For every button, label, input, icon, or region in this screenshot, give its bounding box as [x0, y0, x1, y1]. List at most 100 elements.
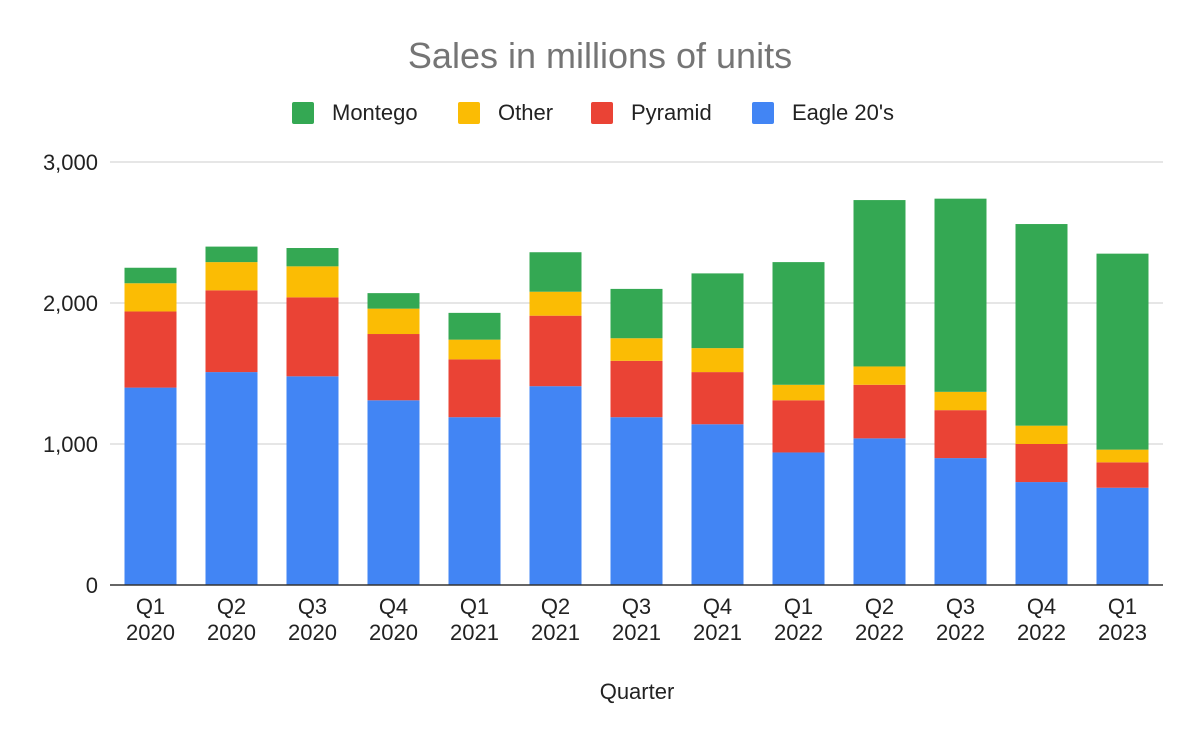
bar-segment-other [448, 339, 501, 360]
bar-segment-other [691, 348, 744, 373]
x-tick-label-line: Q2 [541, 594, 570, 619]
x-tick-label-line: Q4 [1027, 594, 1056, 619]
bars [124, 198, 1149, 585]
x-tick-label-line: 2021 [612, 620, 661, 645]
bar-segment-eagle-20-s [853, 438, 906, 585]
bar-segment-pyramid [286, 297, 339, 377]
bar-segment-montego [448, 312, 501, 340]
bar-segment-montego [205, 246, 258, 263]
y-tick-label: 0 [86, 573, 98, 598]
x-tick-label: Q4 2021 [693, 594, 742, 645]
y-tick-label: 1,000 [43, 432, 98, 457]
x-tick-label: Q1 2020 [126, 594, 175, 645]
bar-segment-other [610, 338, 663, 361]
bar-segment-pyramid [691, 372, 744, 425]
legend-item-montego: Montego [292, 100, 418, 125]
x-tick-label: Q2 2020 [207, 594, 256, 645]
bar-segment-montego [610, 288, 663, 339]
bar-stack [529, 252, 582, 585]
bar-segment-other [1015, 425, 1068, 444]
bar-segment-pyramid [1096, 462, 1149, 488]
bar-stack [610, 288, 663, 585]
legend-item-other: Other [458, 100, 553, 125]
legend: Montego Other Pyramid Eagle 20's [292, 100, 894, 125]
x-tick-label-line: 2020 [288, 620, 337, 645]
bar-segment-other [205, 262, 258, 291]
x-tick-label-line: 2022 [855, 620, 904, 645]
x-tick-label-line: 2020 [369, 620, 418, 645]
x-tick-label: Q3 2021 [612, 594, 661, 645]
bar-stack [772, 262, 825, 585]
x-tick-label-line: Q2 [865, 594, 894, 619]
x-tick-label-line: Q4 [379, 594, 408, 619]
x-tick-label-line: 2021 [531, 620, 580, 645]
y-tick-label: 3,000 [43, 150, 98, 175]
bar-segment-other [934, 391, 987, 411]
x-tick-label-line: Q1 [784, 594, 813, 619]
bar-segment-eagle-20-s [691, 424, 744, 585]
legend-swatch [591, 102, 613, 124]
legend-swatch [752, 102, 774, 124]
x-tick-label: Q2 2021 [531, 594, 580, 645]
x-tick-label-line: 2021 [693, 620, 742, 645]
bar-segment-montego [1096, 253, 1149, 450]
bar-segment-montego [934, 198, 987, 392]
bar-segment-eagle-20-s [529, 386, 582, 585]
bar-segment-montego [772, 262, 825, 385]
x-tick-label: Q1 2023 [1098, 594, 1147, 645]
bar-segment-eagle-20-s [205, 372, 258, 585]
x-tick-label-line: 2022 [774, 620, 823, 645]
bar-segment-other [367, 308, 420, 335]
bar-segment-other [124, 283, 177, 312]
x-tick-label: Q3 2020 [288, 594, 337, 645]
bar-segment-pyramid [124, 311, 177, 388]
legend-item-pyramid: Pyramid [591, 100, 712, 125]
x-tick-label: Q4 2020 [369, 594, 418, 645]
bar-segment-pyramid [610, 360, 663, 418]
x-tick-label: Q4 2022 [1017, 594, 1066, 645]
bar-segment-eagle-20-s [124, 387, 177, 585]
x-tick-label: Q3 2022 [936, 594, 985, 645]
bar-stack [1015, 224, 1068, 585]
bar-stack [286, 248, 339, 585]
x-tick-label-line: 2020 [126, 620, 175, 645]
bar-segment-pyramid [772, 400, 825, 453]
x-tick-label: Q2 2022 [855, 594, 904, 645]
bar-segment-other [286, 266, 339, 298]
bar-stack [205, 246, 258, 585]
legend-swatch [458, 102, 480, 124]
legend-swatch [292, 102, 314, 124]
legend-item-eagle-20-s: Eagle 20's [752, 100, 894, 125]
bar-segment-pyramid [205, 290, 258, 373]
bar-segment-eagle-20-s [772, 452, 825, 585]
x-tick-label-line: Q3 [298, 594, 327, 619]
bar-stack [934, 198, 987, 585]
x-tick-label-line: 2020 [207, 620, 256, 645]
bar-segment-other [1096, 449, 1149, 463]
bar-segment-montego [691, 273, 744, 349]
bar-segment-other [772, 384, 825, 401]
y-tick-label: 2,000 [43, 291, 98, 316]
x-axis-title: Quarter [600, 679, 675, 704]
bar-segment-eagle-20-s [610, 417, 663, 585]
bar-segment-pyramid [529, 315, 582, 387]
x-tick-label-line: 2022 [936, 620, 985, 645]
legend-label: Pyramid [631, 100, 712, 125]
x-tick-label-line: Q1 [460, 594, 489, 619]
bar-stack [124, 267, 177, 585]
x-tick-label-line: Q3 [622, 594, 651, 619]
bar-segment-eagle-20-s [367, 400, 420, 585]
legend-label: Montego [332, 100, 418, 125]
bar-stack [1096, 253, 1149, 585]
bar-segment-montego [124, 267, 177, 284]
bar-segment-eagle-20-s [934, 458, 987, 585]
bar-stack [691, 273, 744, 585]
bar-segment-other [529, 291, 582, 316]
x-tick-label-line: 2023 [1098, 620, 1147, 645]
bar-segment-eagle-20-s [448, 417, 501, 585]
x-tick-label-line: Q4 [703, 594, 732, 619]
bar-segment-montego [1015, 224, 1068, 426]
x-tick-label: Q1 2021 [450, 594, 499, 645]
